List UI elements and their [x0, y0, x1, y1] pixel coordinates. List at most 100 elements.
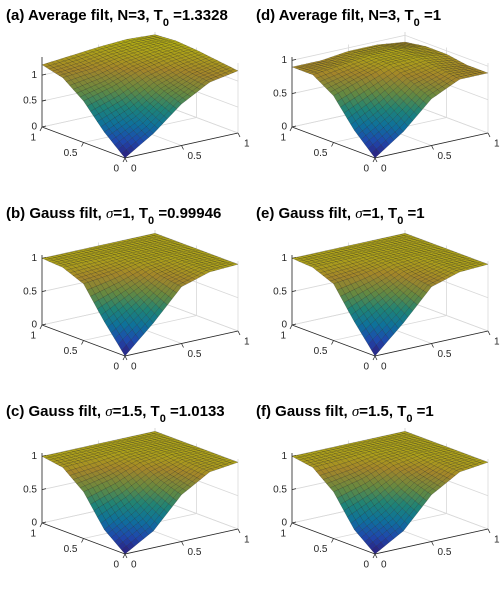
surface-cell — [312, 459, 363, 492]
surface-face — [121, 344, 130, 357]
y-tick-label: 0.5 — [64, 346, 78, 357]
x-tick — [487, 330, 491, 336]
surface-face — [371, 148, 380, 159]
y-tick — [39, 126, 43, 132]
panel-title: (a) Average filt, N=3, T0 =1.3328 — [6, 7, 228, 29]
x-tick — [181, 541, 184, 546]
title-part: =1, T — [113, 205, 148, 222]
z-tick — [41, 73, 47, 76]
z-tick — [41, 290, 47, 293]
title-part: =1.5, T — [359, 403, 406, 420]
title-part: σ — [105, 404, 113, 420]
z-tick — [291, 125, 297, 128]
y-tick — [81, 340, 84, 345]
panel: (f) Gauss filt, σ=1.5, T0 =100.5100.5100… — [256, 403, 500, 571]
surface-cell — [333, 79, 383, 131]
y-tick — [122, 157, 126, 163]
surface-cell — [90, 451, 141, 480]
y-tick-label: 0 — [363, 560, 369, 571]
x-tick-label: 1 — [244, 139, 250, 150]
surface-cell — [312, 65, 363, 96]
z-tick-label: 1 — [281, 451, 287, 462]
surface-cell — [111, 262, 162, 299]
surface-cell — [410, 68, 461, 99]
x-tick — [374, 157, 378, 163]
y-tick — [331, 142, 334, 147]
y-tick-label: 1 — [280, 529, 286, 540]
x-tick — [124, 355, 128, 361]
z-tick — [291, 290, 297, 293]
x-tick-label: 1 — [494, 535, 500, 546]
surface-cell — [291, 60, 342, 75]
x-tick-label: 0.5 — [438, 151, 452, 162]
x-tick-label: 0 — [131, 560, 137, 571]
x-tick — [237, 330, 241, 336]
x-tick-label: 0.5 — [188, 547, 202, 558]
title-part: 0 — [163, 17, 169, 29]
title-part: =1 — [403, 205, 424, 222]
y-tick-label: 1 — [30, 133, 36, 144]
x-tick-label: 0.5 — [188, 151, 202, 162]
surface-cell — [397, 240, 447, 256]
surface-cell — [90, 57, 141, 88]
panel: (a) Average filt, N=3, T0 =1.332800.5100… — [6, 7, 250, 175]
z-tick-label: 0.5 — [273, 88, 287, 99]
surface-cell — [70, 46, 120, 70]
y-tick — [39, 324, 43, 330]
panel-title: (b) Gauss filt, σ=1, T0 =0.99946 — [6, 205, 221, 227]
y-tick-label: 1 — [280, 133, 286, 144]
title-part: =0.99946 — [154, 205, 221, 222]
title-part: =1.0133 — [166, 403, 225, 420]
x-tick — [181, 343, 184, 348]
y-tick — [289, 126, 293, 132]
surface-cell — [389, 56, 440, 82]
z-tick — [41, 521, 47, 524]
x-tick-label: 0 — [131, 164, 137, 175]
panel-title: (f) Gauss filt, σ=1.5, T0 =1 — [256, 403, 434, 425]
x-tick — [431, 343, 434, 348]
surface-cell — [410, 263, 461, 287]
z-tick-label: 0 — [31, 320, 37, 331]
title-part: σ — [106, 206, 114, 222]
surface-cell — [354, 506, 404, 555]
y-tick-label: 1 — [30, 331, 36, 342]
surface-cell — [111, 70, 161, 114]
y-tick-label: 0.5 — [314, 346, 328, 357]
y-tick-label: 0.5 — [64, 544, 78, 555]
surface-cell — [382, 80, 432, 132]
surface-cell — [147, 240, 197, 256]
surface-cell — [376, 431, 427, 446]
surface-cell — [410, 462, 461, 495]
y-tick-label: 0.5 — [314, 148, 328, 159]
y-tick — [39, 522, 43, 528]
title-part: (d) Average filt, N=3, T — [256, 7, 414, 24]
title-part: 0 — [406, 413, 412, 425]
surface-cell — [160, 71, 211, 105]
surface-cell — [104, 506, 154, 555]
z-tick-label: 0 — [281, 518, 287, 529]
z-tick-label: 0.5 — [23, 286, 37, 297]
z-tick-label: 1 — [31, 451, 37, 462]
y-tick — [81, 142, 84, 147]
title-part: =1 — [420, 7, 441, 24]
x-tick-label: 0.5 — [438, 349, 452, 360]
y-tick-label: 0.5 — [314, 544, 328, 555]
x-tick — [487, 528, 491, 534]
title-part: 0 — [160, 413, 166, 425]
y-tick — [372, 157, 376, 163]
x-tick-label: 0 — [381, 164, 387, 175]
z-tick-label: 0.5 — [273, 484, 287, 495]
panel-title: (d) Average filt, N=3, T0 =1 — [256, 7, 441, 29]
surface-cell — [382, 275, 432, 324]
x-tick-label: 0.5 — [188, 349, 202, 360]
title-part: σ — [355, 206, 363, 222]
surface-cell — [319, 443, 370, 460]
x-tick-label: 0.5 — [438, 547, 452, 558]
surface-cell — [361, 262, 412, 299]
y-tick-label: 0 — [363, 362, 369, 373]
x-tick — [431, 145, 434, 150]
z-tick-label: 1 — [31, 253, 37, 264]
x-tick — [181, 145, 184, 150]
y-tick-label: 1 — [30, 529, 36, 540]
surface-cell — [167, 248, 218, 264]
